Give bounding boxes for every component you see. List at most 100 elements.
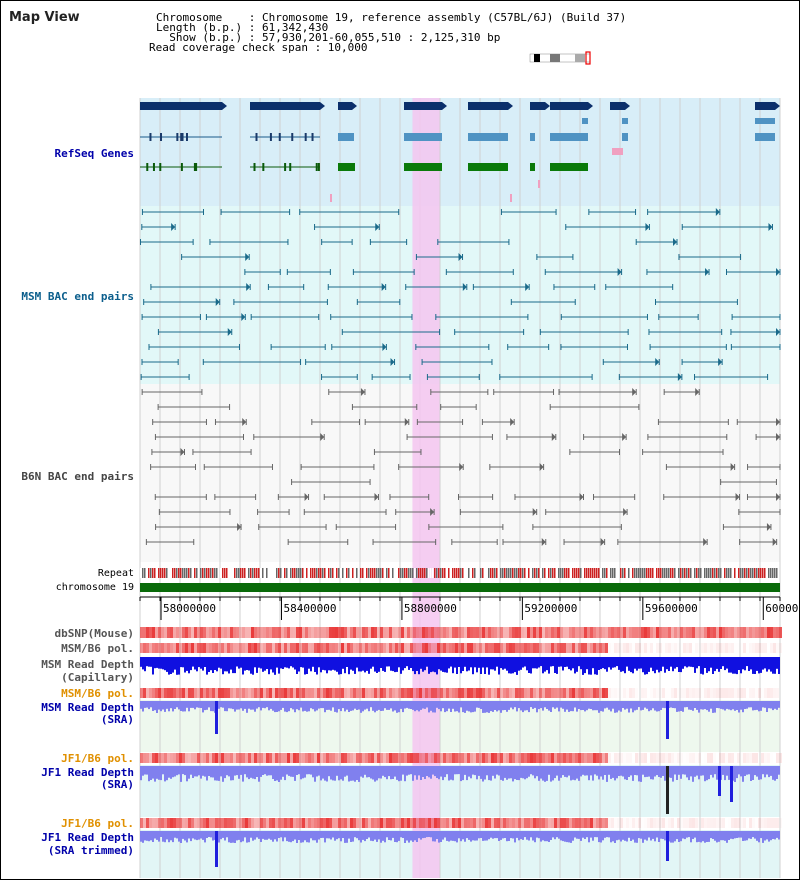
depth-bar [334,831,336,841]
pol-cell [326,818,329,828]
pol-cell [659,818,662,828]
depth-bar [754,657,756,674]
chromosome-ideogram [529,51,591,65]
depth-bar [304,766,306,778]
depth-bar [508,831,510,841]
depth-bar [368,657,370,674]
pol-cell [221,643,224,653]
repeat-element [368,568,370,578]
pol-cell [701,818,704,828]
track-label-msm-depth-sra[interactable]: MSM Read Depth [41,701,134,714]
pol-cell [410,627,413,638]
repeat-element [234,568,236,578]
depth-bar [744,831,746,841]
depth-bar [372,831,374,842]
pol-cell [209,627,212,638]
repeat-element [432,568,434,578]
track-label-jf1-b6-pol-2[interactable]: JF1/B6 pol. [61,817,134,830]
pol-cell [272,753,275,763]
depth-bar [464,831,466,842]
pol-cell [188,688,191,698]
repeat-element [624,568,626,578]
depth-bar [192,657,194,667]
depth-bar [700,766,702,776]
bac-end-arrow [632,388,637,396]
pol-cell [518,818,521,828]
pol-cell [365,643,368,653]
depth-bar [550,766,552,782]
pol-cell [737,688,740,698]
pol-cell [221,818,224,828]
track-label-refseq[interactable]: RefSeq Genes [54,147,134,160]
track-label-msm-b6-pol-2[interactable]: MSM/B6 pol. [61,687,134,700]
depth-bar [412,766,414,781]
repeat-element [494,568,496,578]
pol-cell [233,753,236,763]
pol-cell [737,643,740,653]
repeat-element [498,568,500,578]
depth-bar [512,831,514,839]
depth-bar [758,701,760,712]
track-label-msm-depth-capillary[interactable]: MSM Read Depth [41,658,134,671]
pol-cell [554,627,557,638]
track-label-dbsnp[interactable]: dbSNP(Mouse) [54,627,134,640]
depth-bar [470,766,472,779]
depth-bar [362,657,364,671]
track-label-msm-b6-pol[interactable]: MSM/B6 pol. [61,642,134,655]
depth-bar [548,657,550,674]
track-label-jf1-depth-trimmed[interactable]: JF1 Read Depth [41,831,134,844]
depth-bar [474,657,476,668]
track-label-b6n-bac[interactable]: B6N BAC end pairs [21,470,134,483]
track-label-jf1-b6-pol[interactable]: JF1/B6 pol. [61,752,134,765]
depth-bar [404,701,406,709]
depth-bar [534,831,536,843]
gene-strand-arrow [545,102,550,110]
repeat-element [634,568,636,578]
track-label-repeat[interactable]: Repeat [97,568,134,579]
depth-bar [522,701,524,713]
depth-bar [510,657,512,674]
bac-end-arrow [776,433,780,441]
track-label-chromosome[interactable]: chromosome 19 [55,582,134,593]
pol-cell [620,818,623,828]
depth-bar [438,657,440,670]
depth-bar [768,831,770,842]
depth-bar [622,831,624,840]
pol-cell [683,753,686,763]
pol-cell [368,643,371,653]
repeat-element [164,568,166,578]
repeat-element [700,568,702,578]
pol-cell [182,627,185,638]
pol-cell [266,753,269,763]
track-label-msm-bac[interactable]: MSM BAC end pairs [21,290,134,303]
depth-bar [634,657,636,669]
pol-cell [260,818,263,828]
depth-bar [214,657,216,670]
gene-exon [149,133,152,141]
pol-cell [530,753,533,763]
ideogram-band [534,54,540,62]
depth-bar [716,766,718,780]
depth-bar [408,766,410,775]
pol-cell [278,818,281,828]
depth-bar [598,701,600,713]
depth-bar [146,766,148,775]
depth-bar [354,701,356,709]
depth-bar [428,766,430,778]
repeat-element [192,568,194,578]
depth-bar [376,657,378,673]
pol-cell [761,627,764,638]
track-label-jf1-depth-sra[interactable]: JF1 Read Depth [41,766,134,779]
pol-cell [158,643,161,653]
pol-cell [299,688,302,698]
pol-cell [605,643,608,653]
pol-cell [248,643,251,653]
depth-bar [618,766,620,776]
pol-cell [293,753,296,763]
pol-cell [587,753,590,763]
depth-bar [294,701,296,713]
depth-bar [644,701,646,708]
depth-bar [372,657,374,667]
depth-bar [462,701,464,713]
